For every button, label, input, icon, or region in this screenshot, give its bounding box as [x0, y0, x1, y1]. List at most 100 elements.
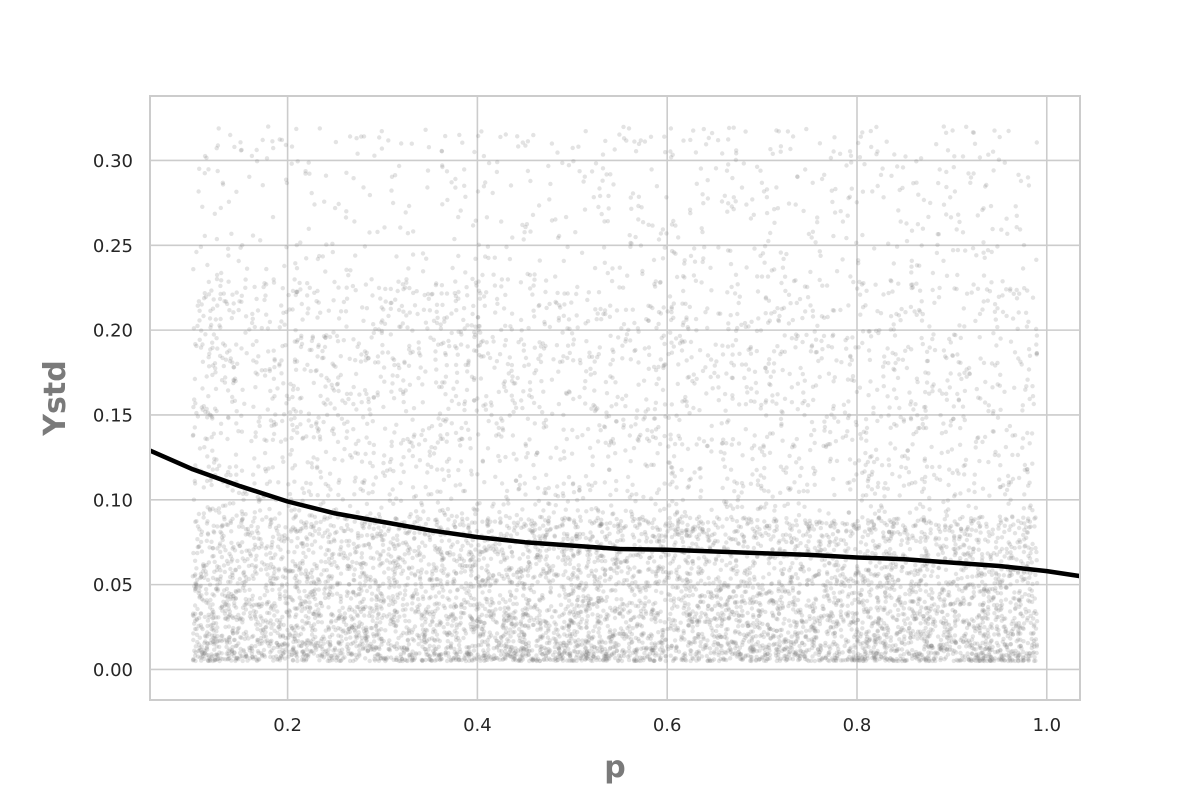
scatter-point: [840, 521, 845, 526]
scatter-point: [206, 279, 211, 285]
scatter-point: [464, 387, 470, 393]
scatter-point: [452, 569, 457, 574]
scatter-point: [241, 497, 246, 502]
scatter-point: [499, 277, 505, 282]
scatter-point: [355, 510, 360, 515]
scatter-point: [720, 352, 726, 357]
scatter-point: [543, 557, 548, 562]
scatter-point: [608, 566, 613, 571]
scatter-point: [309, 461, 314, 466]
scatter-point: [653, 588, 659, 594]
scatter-point: [1011, 651, 1016, 657]
scatter-point: [443, 392, 448, 397]
scatter-point: [407, 448, 412, 453]
scatter-point: [515, 375, 520, 381]
scatter-point: [922, 573, 927, 579]
scatter-point: [886, 241, 891, 246]
scatter-point: [207, 615, 212, 620]
scatter-point: [366, 541, 371, 546]
scatter-point: [270, 465, 275, 470]
scatter-point: [922, 644, 927, 649]
scatter-point: [831, 379, 836, 384]
scatter-point: [532, 475, 537, 481]
scatter-point: [588, 538, 593, 543]
scatter-point: [210, 602, 215, 607]
scatter-point: [441, 340, 446, 345]
scatter-point: [899, 568, 904, 574]
scatter-point: [889, 279, 894, 284]
scatter-point: [193, 401, 198, 406]
scatter-point: [811, 527, 817, 532]
scatter-point: [730, 175, 735, 181]
scatter-point: [254, 658, 260, 664]
scatter-point: [589, 507, 594, 512]
scatter-point: [411, 229, 416, 234]
scatter-point: [514, 601, 519, 607]
scatter-point: [305, 281, 310, 286]
scatter-point: [673, 648, 679, 653]
scatter-point: [454, 346, 459, 351]
scatter-point: [977, 155, 983, 160]
scatter-point: [521, 389, 526, 394]
scatter-point: [613, 451, 618, 456]
scatter-point: [953, 542, 958, 547]
scatter-point: [612, 628, 617, 633]
scatter-point: [1031, 658, 1037, 664]
scatter-point: [344, 267, 349, 272]
scatter-point: [359, 555, 364, 560]
scatter-point: [981, 360, 987, 366]
scatter-point: [983, 184, 988, 189]
scatter-point: [284, 309, 289, 315]
scatter-point: [606, 193, 611, 199]
scatter-point: [697, 348, 703, 353]
scatter-point: [753, 380, 759, 386]
scatter-point: [554, 445, 559, 450]
scatter-point: [582, 207, 588, 212]
scatter-point: [862, 529, 868, 534]
scatter-point: [650, 434, 656, 439]
scatter-point: [414, 591, 420, 597]
scatter-point: [318, 393, 323, 399]
scatter-point: [192, 481, 198, 486]
scatter-point: [229, 315, 234, 321]
scatter-point: [811, 397, 816, 403]
scatter-point: [789, 536, 794, 541]
scatter-point: [787, 600, 792, 606]
scatter-point: [749, 446, 755, 451]
scatter-point: [366, 491, 371, 496]
scatter-point: [636, 329, 641, 334]
scatter-point: [379, 330, 384, 336]
scatter-point: [511, 572, 516, 577]
scatter-point: [367, 610, 373, 615]
scatter-point: [279, 371, 284, 376]
scatter-point: [1013, 606, 1018, 612]
scatter-point: [390, 356, 395, 361]
scatter-point: [688, 579, 693, 584]
scatter-point: [282, 593, 287, 599]
scatter-point: [996, 526, 1001, 531]
scatter-point: [521, 342, 527, 347]
scatter-point: [672, 623, 678, 628]
scatter-point: [226, 656, 231, 662]
scatter-point: [384, 558, 389, 563]
scatter-point: [762, 519, 767, 524]
scatter-point: [503, 337, 509, 343]
scatter-point: [623, 307, 629, 312]
scatter-point: [398, 387, 403, 392]
scatter-point: [888, 278, 893, 283]
scatter-point: [566, 575, 571, 581]
scatter-point: [668, 482, 673, 487]
scatter-point: [484, 340, 489, 345]
scatter-point: [427, 654, 432, 659]
scatter-point: [993, 545, 999, 550]
scatter-point: [386, 602, 392, 608]
scatter-point: [630, 191, 636, 196]
scatter-point: [454, 370, 460, 375]
scatter-point: [454, 622, 459, 627]
scatter-point: [680, 323, 686, 328]
scatter-point: [509, 378, 515, 384]
scatter-point: [201, 313, 206, 319]
scatter-point: [832, 375, 837, 380]
scatter-point: [598, 523, 603, 528]
scatter-point: [921, 629, 926, 634]
